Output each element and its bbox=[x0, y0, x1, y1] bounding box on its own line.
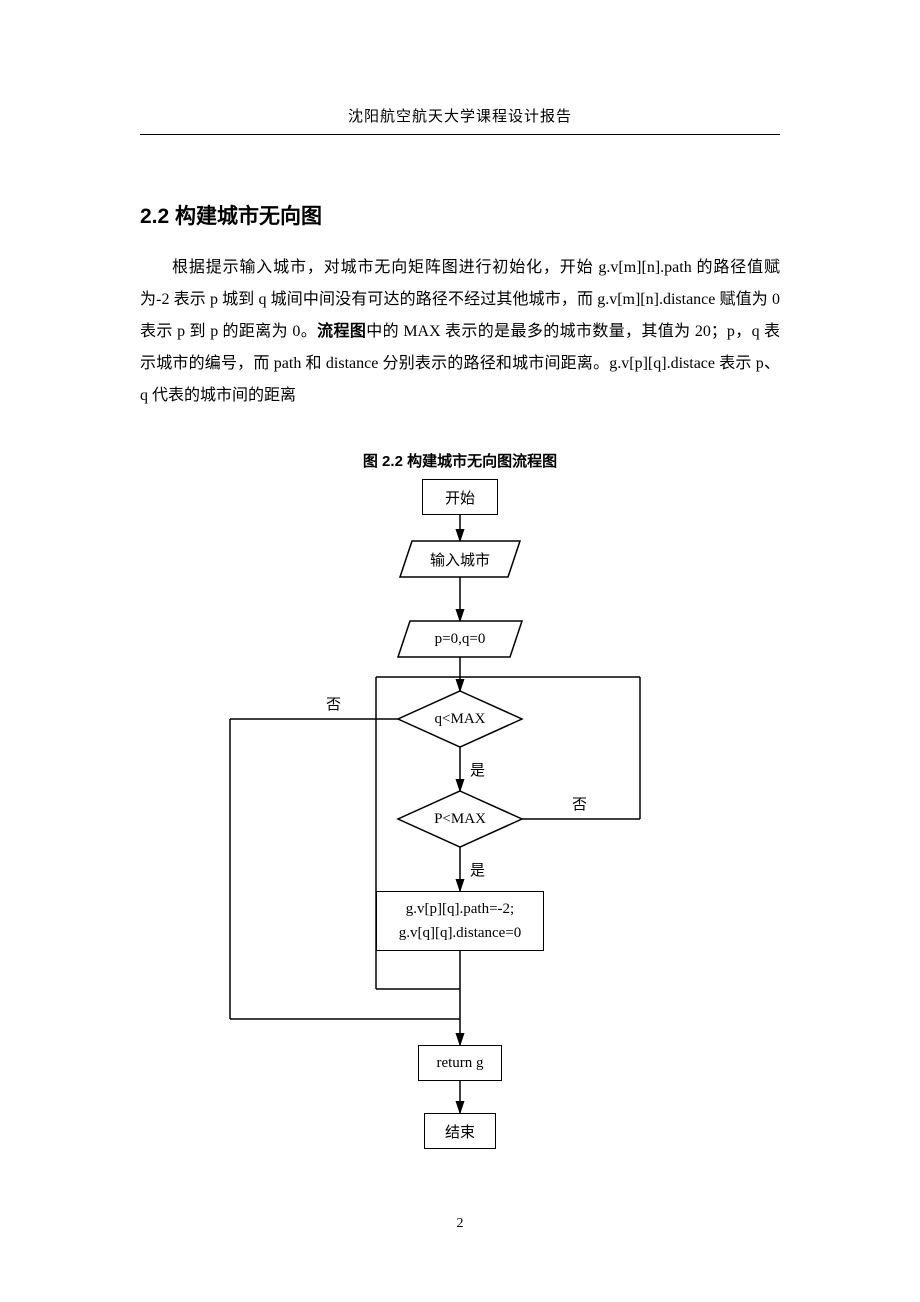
node-assign: g.v[p][q].path=-2; g.v[q][q].distance=0 bbox=[376, 891, 544, 951]
node-start-label: 开始 bbox=[445, 487, 475, 508]
flowchart: 开始 输入城市 p=0,q=0 q<MAX P<MAX g.v[p][q].pa… bbox=[140, 479, 780, 1179]
label-p-no: 否 bbox=[572, 793, 587, 814]
node-end-label: 结束 bbox=[445, 1121, 475, 1142]
label-q-yes: 是 bbox=[470, 759, 485, 780]
node-assign-line2: g.v[q][q].distance=0 bbox=[399, 921, 522, 945]
section-title: 2.2 构建城市无向图 bbox=[140, 200, 780, 230]
node-end: 结束 bbox=[424, 1113, 496, 1149]
node-start: 开始 bbox=[422, 479, 498, 515]
body-paragraph: 根据提示输入城市，对城市无向矩阵图进行初始化，开始 g.v[m][n].path… bbox=[140, 252, 780, 412]
node-assign-line1: g.v[p][q].path=-2; bbox=[406, 897, 514, 921]
node-return-label: return g bbox=[436, 1055, 483, 1072]
page-number: 2 bbox=[0, 1216, 920, 1232]
page-header: 沈阳航空航天大学课程设计报告 bbox=[140, 105, 780, 135]
figure-caption: 图 2.2 构建城市无向图流程图 bbox=[140, 450, 780, 471]
label-q-no: 否 bbox=[326, 693, 341, 714]
node-dec-p-label: P<MAX bbox=[398, 791, 522, 847]
node-return: return g bbox=[418, 1045, 502, 1081]
node-input-label: 输入城市 bbox=[400, 541, 520, 577]
node-init-label: p=0,q=0 bbox=[398, 621, 522, 657]
para-bold: 流程图 bbox=[317, 323, 366, 340]
node-dec-q-label: q<MAX bbox=[398, 691, 522, 747]
label-p-yes: 是 bbox=[470, 859, 485, 880]
